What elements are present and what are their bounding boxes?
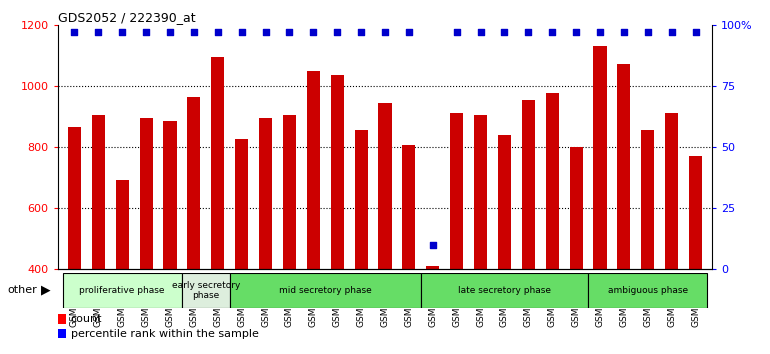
Point	[546, 29, 558, 35]
Point	[522, 29, 534, 35]
Bar	[498, 135, 511, 269]
Bar	[116, 181, 129, 269]
Bar	[182, 273, 229, 308]
Bar	[588, 273, 708, 308]
Point	[164, 29, 176, 35]
Bar	[283, 115, 296, 269]
Text: proliferative phase: proliferative phase	[79, 286, 165, 295]
Bar	[211, 57, 224, 269]
Point	[665, 29, 678, 35]
Point	[498, 29, 511, 35]
Bar	[92, 115, 105, 269]
Text: ambiguous phase: ambiguous phase	[608, 286, 688, 295]
Point	[379, 29, 391, 35]
Bar	[594, 46, 607, 269]
Bar	[378, 103, 392, 269]
Bar	[259, 118, 272, 269]
Bar	[229, 273, 421, 308]
Text: ▶: ▶	[41, 284, 51, 297]
Bar	[58, 329, 66, 338]
Bar	[354, 130, 368, 269]
Point	[427, 242, 439, 247]
Point	[283, 29, 296, 35]
Text: other: other	[8, 285, 38, 295]
Point	[355, 29, 367, 35]
Bar	[522, 99, 535, 269]
Point	[140, 29, 152, 35]
Point	[570, 29, 582, 35]
Point	[618, 29, 630, 35]
Text: early secretory
phase: early secretory phase	[172, 281, 240, 300]
Point	[641, 29, 654, 35]
Bar	[68, 127, 81, 269]
Bar	[58, 314, 66, 324]
Point	[259, 29, 272, 35]
Bar	[421, 273, 588, 308]
Text: GDS2052 / 222390_at: GDS2052 / 222390_at	[58, 11, 196, 24]
Bar	[665, 113, 678, 269]
Point	[594, 29, 606, 35]
Point	[92, 29, 105, 35]
Bar	[427, 266, 440, 269]
Text: count: count	[71, 314, 102, 325]
Point	[450, 29, 463, 35]
Text: late secretory phase: late secretory phase	[458, 286, 551, 295]
Bar	[62, 273, 182, 308]
Bar	[187, 97, 200, 269]
Bar	[474, 115, 487, 269]
Point	[403, 29, 415, 35]
Text: percentile rank within the sample: percentile rank within the sample	[71, 329, 259, 339]
Bar	[618, 64, 631, 269]
Bar	[546, 93, 559, 269]
Bar	[330, 75, 343, 269]
Point	[474, 29, 487, 35]
Bar	[306, 70, 320, 269]
Point	[236, 29, 248, 35]
Point	[116, 29, 129, 35]
Point	[212, 29, 224, 35]
Bar	[139, 118, 152, 269]
Bar	[450, 113, 464, 269]
Bar	[641, 130, 654, 269]
Text: mid secretory phase: mid secretory phase	[279, 286, 372, 295]
Point	[689, 29, 701, 35]
Point	[307, 29, 320, 35]
Bar	[689, 156, 702, 269]
Bar	[570, 147, 583, 269]
Bar	[163, 121, 176, 269]
Bar	[402, 145, 416, 269]
Bar	[235, 139, 248, 269]
Point	[188, 29, 200, 35]
Point	[331, 29, 343, 35]
Point	[69, 29, 81, 35]
